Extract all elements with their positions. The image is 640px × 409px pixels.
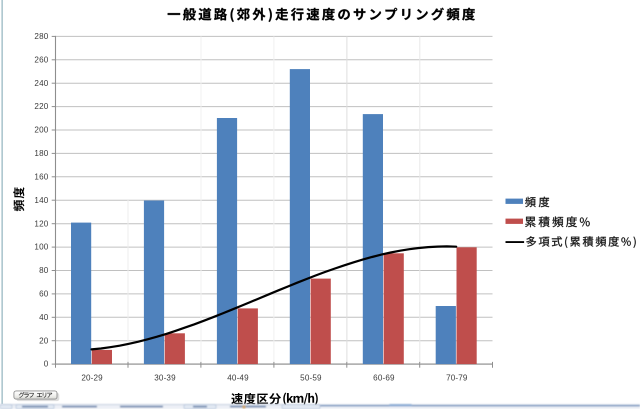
svg-text:100: 100 bbox=[34, 243, 48, 252]
svg-text:260: 260 bbox=[34, 55, 48, 64]
svg-text:60-69: 60-69 bbox=[373, 374, 395, 383]
svg-text:50-59: 50-59 bbox=[300, 374, 322, 383]
svg-text:160: 160 bbox=[34, 172, 48, 181]
svg-text:240: 240 bbox=[34, 79, 48, 88]
svg-text:280: 280 bbox=[34, 32, 48, 41]
svg-text:80: 80 bbox=[39, 266, 49, 275]
svg-text:40-49: 40-49 bbox=[227, 374, 249, 383]
svg-text:200: 200 bbox=[34, 126, 48, 135]
svg-text:120: 120 bbox=[34, 219, 48, 228]
svg-text:220: 220 bbox=[34, 102, 48, 111]
svg-text:40: 40 bbox=[39, 313, 49, 322]
svg-text:20-29: 20-29 bbox=[81, 374, 103, 383]
svg-text:70-79: 70-79 bbox=[446, 374, 468, 383]
svg-text:60: 60 bbox=[39, 290, 49, 299]
svg-text:180: 180 bbox=[34, 149, 48, 158]
svg-text:0: 0 bbox=[44, 360, 49, 369]
svg-text:30-39: 30-39 bbox=[154, 374, 176, 383]
svg-text:20: 20 bbox=[39, 336, 49, 345]
svg-text:140: 140 bbox=[34, 196, 48, 205]
